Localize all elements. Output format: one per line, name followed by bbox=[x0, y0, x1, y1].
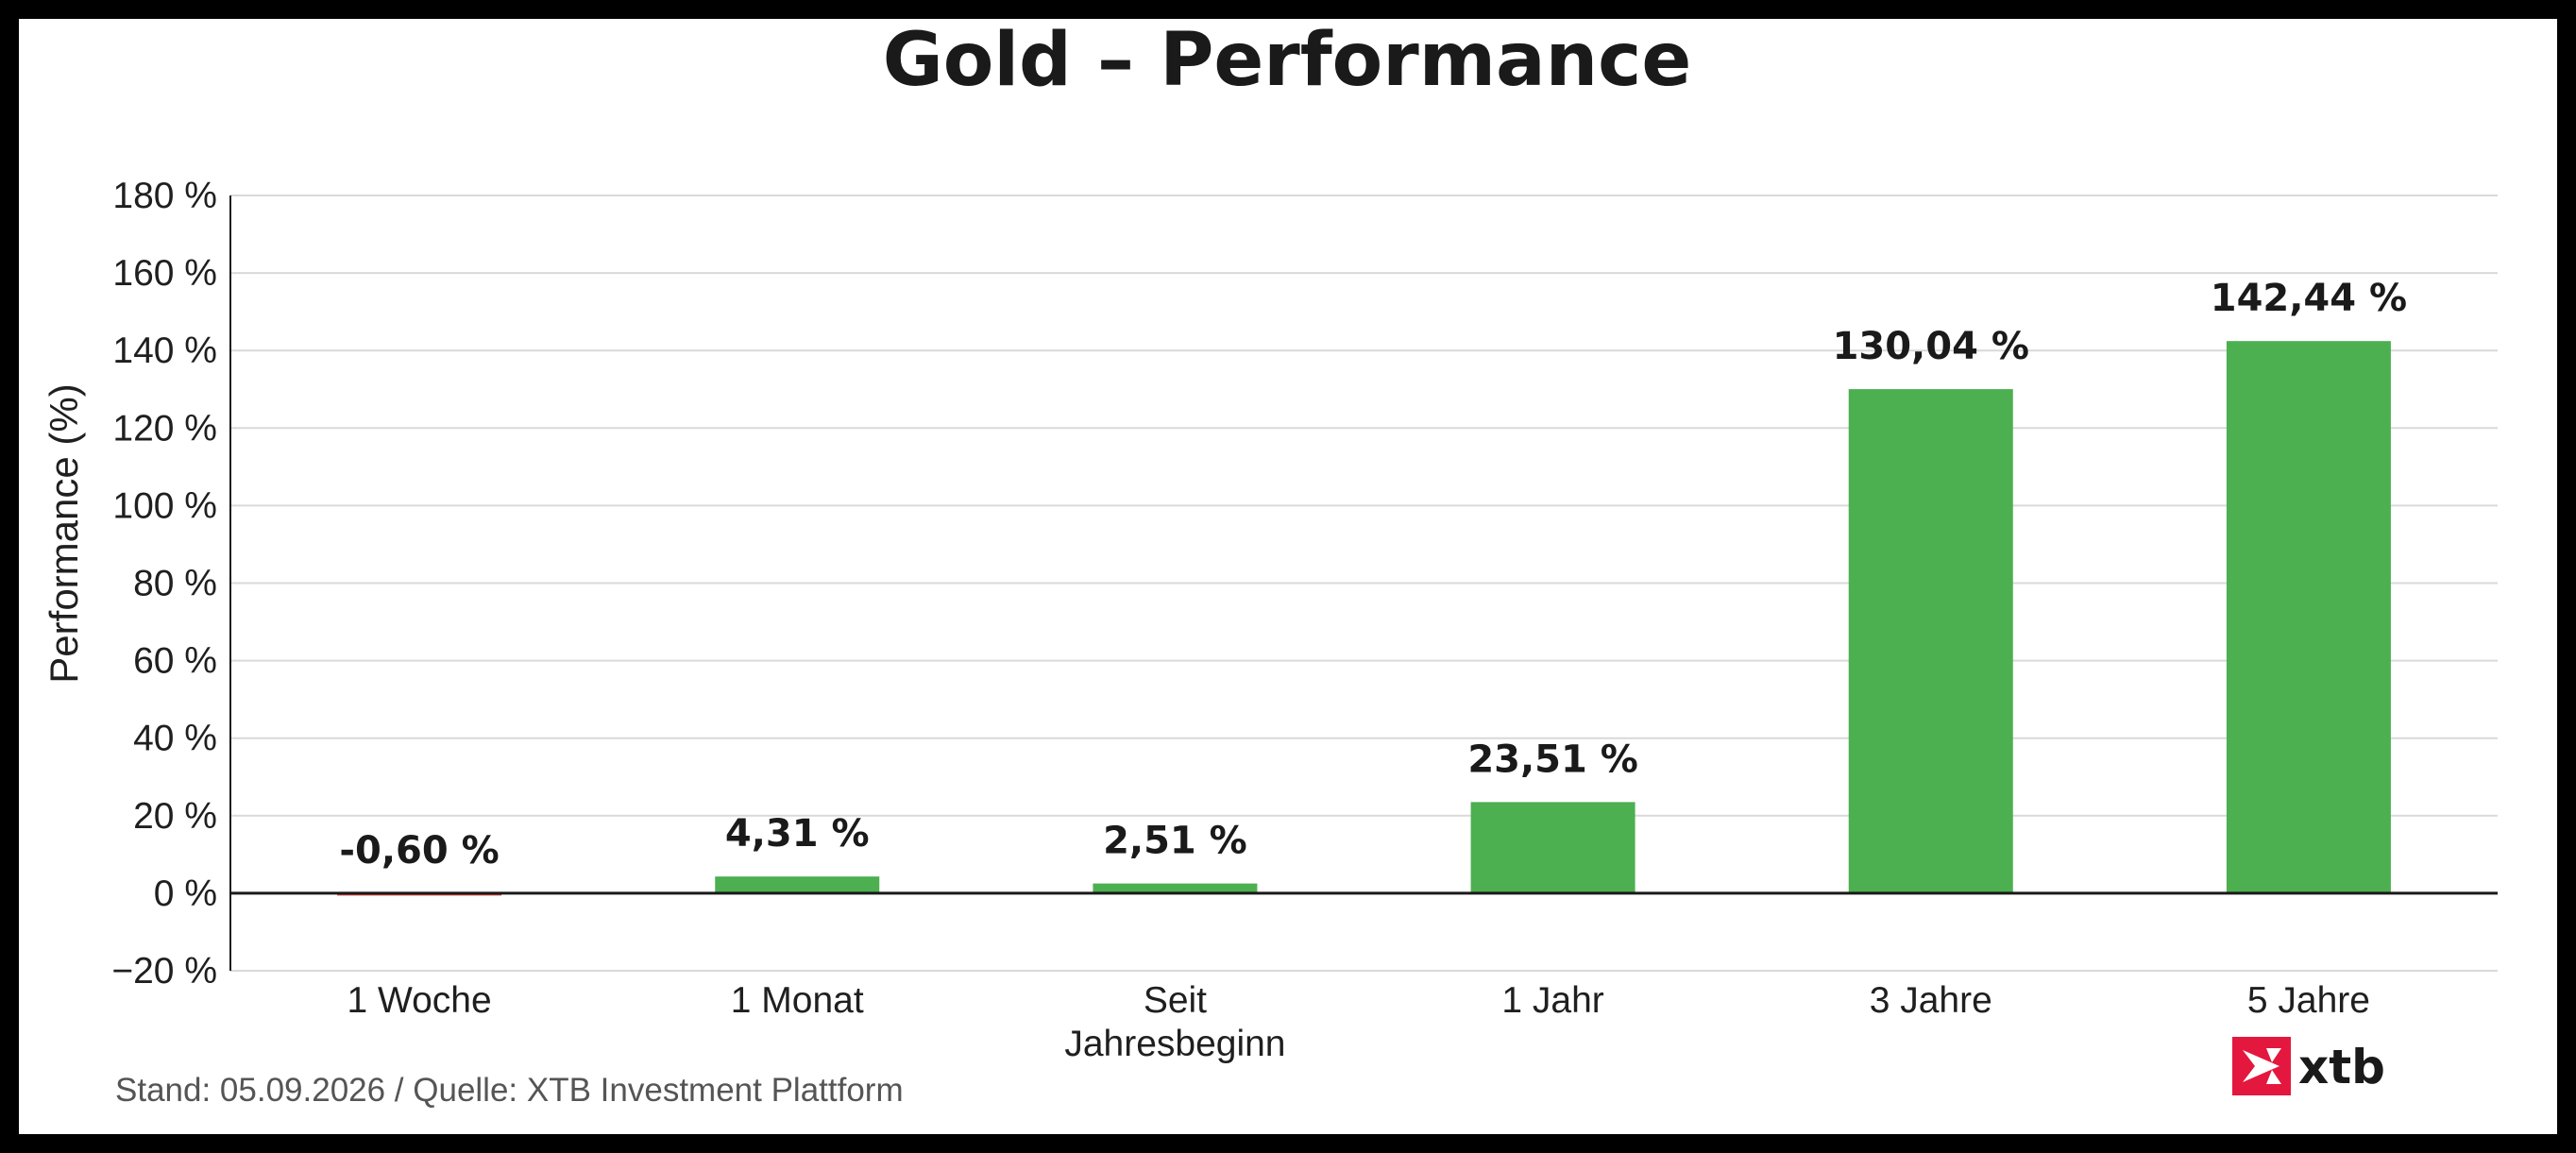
y-tick-labels: −20 % 0 % 20 % 40 % 60 % 80 % 100 % 120 % 140 % 1… bbox=[111, 176, 217, 992]
data-labels: -0,60 % 4,31 % 2,51 % 23,51 % 130,04 % 142,44… bbox=[339, 277, 2407, 873]
y-tick-label: 80 % bbox=[133, 564, 217, 604]
data-label: 2,51 % bbox=[1103, 820, 1247, 863]
chart-frame: −20 % 0 % 20 % 40 % 60 % 80 % 100 % 120 % 140 % 1… bbox=[19, 19, 2557, 1134]
x-category-label: 1 Woche bbox=[347, 980, 491, 1021]
axes bbox=[229, 195, 2498, 971]
data-label: 4,31 % bbox=[725, 812, 870, 856]
chart-title: Gold – Performance bbox=[883, 19, 1692, 103]
y-tick-label: 0 % bbox=[154, 873, 217, 914]
grid-lines bbox=[230, 195, 2498, 972]
y-tick-label: 60 % bbox=[133, 641, 217, 682]
xtb-logo: xtb bbox=[2232, 1037, 2385, 1095]
x-category-label: 3 Jahre bbox=[1870, 980, 1992, 1021]
y-tick-label: −20 % bbox=[111, 951, 217, 992]
performance-bar-chart: −20 % 0 % 20 % 40 % 60 % 80 % 100 % 120 % 140 % 1… bbox=[42, 19, 2498, 1109]
bar bbox=[1848, 389, 2013, 893]
data-label: 130,04 % bbox=[1833, 325, 2029, 368]
y-tick-label: 140 % bbox=[112, 331, 217, 371]
bar bbox=[1470, 802, 1635, 893]
data-label: 23,51 % bbox=[1467, 738, 1638, 781]
bar bbox=[1093, 883, 1258, 893]
data-label: -0,60 % bbox=[339, 829, 499, 873]
x-category-label: 5 Jahre bbox=[2247, 980, 2370, 1021]
bar bbox=[715, 876, 880, 893]
x-category-labels: 1 Woche 1 Monat Seit Jahresbeginn 1 Jahr 3 Ja… bbox=[347, 980, 2369, 1064]
y-tick-label: 180 % bbox=[112, 176, 217, 216]
x-category-label: 1 Monat bbox=[731, 980, 864, 1021]
y-tick-label: 160 % bbox=[112, 253, 217, 294]
x-category-label: 1 Jahr bbox=[1501, 980, 1603, 1021]
x-category-label: Seit Jahresbeginn bbox=[1064, 980, 1285, 1064]
y-tick-label: 120 % bbox=[112, 408, 217, 449]
y-tick-label: 100 % bbox=[112, 485, 217, 526]
y-tick-label: 20 % bbox=[133, 796, 217, 837]
source-footnote: Stand: 05.09.2026 / Quelle: XTB Investme… bbox=[115, 1072, 904, 1109]
bar bbox=[2226, 341, 2391, 893]
xtb-x-logo-icon bbox=[2232, 1037, 2291, 1095]
bars bbox=[337, 341, 2391, 896]
xtb-wordmark: xtb bbox=[2298, 1040, 2385, 1094]
y-axis-label: Performance (%) bbox=[42, 383, 86, 683]
y-tick-label: 40 % bbox=[133, 719, 217, 759]
data-label: 142,44 % bbox=[2211, 277, 2407, 320]
